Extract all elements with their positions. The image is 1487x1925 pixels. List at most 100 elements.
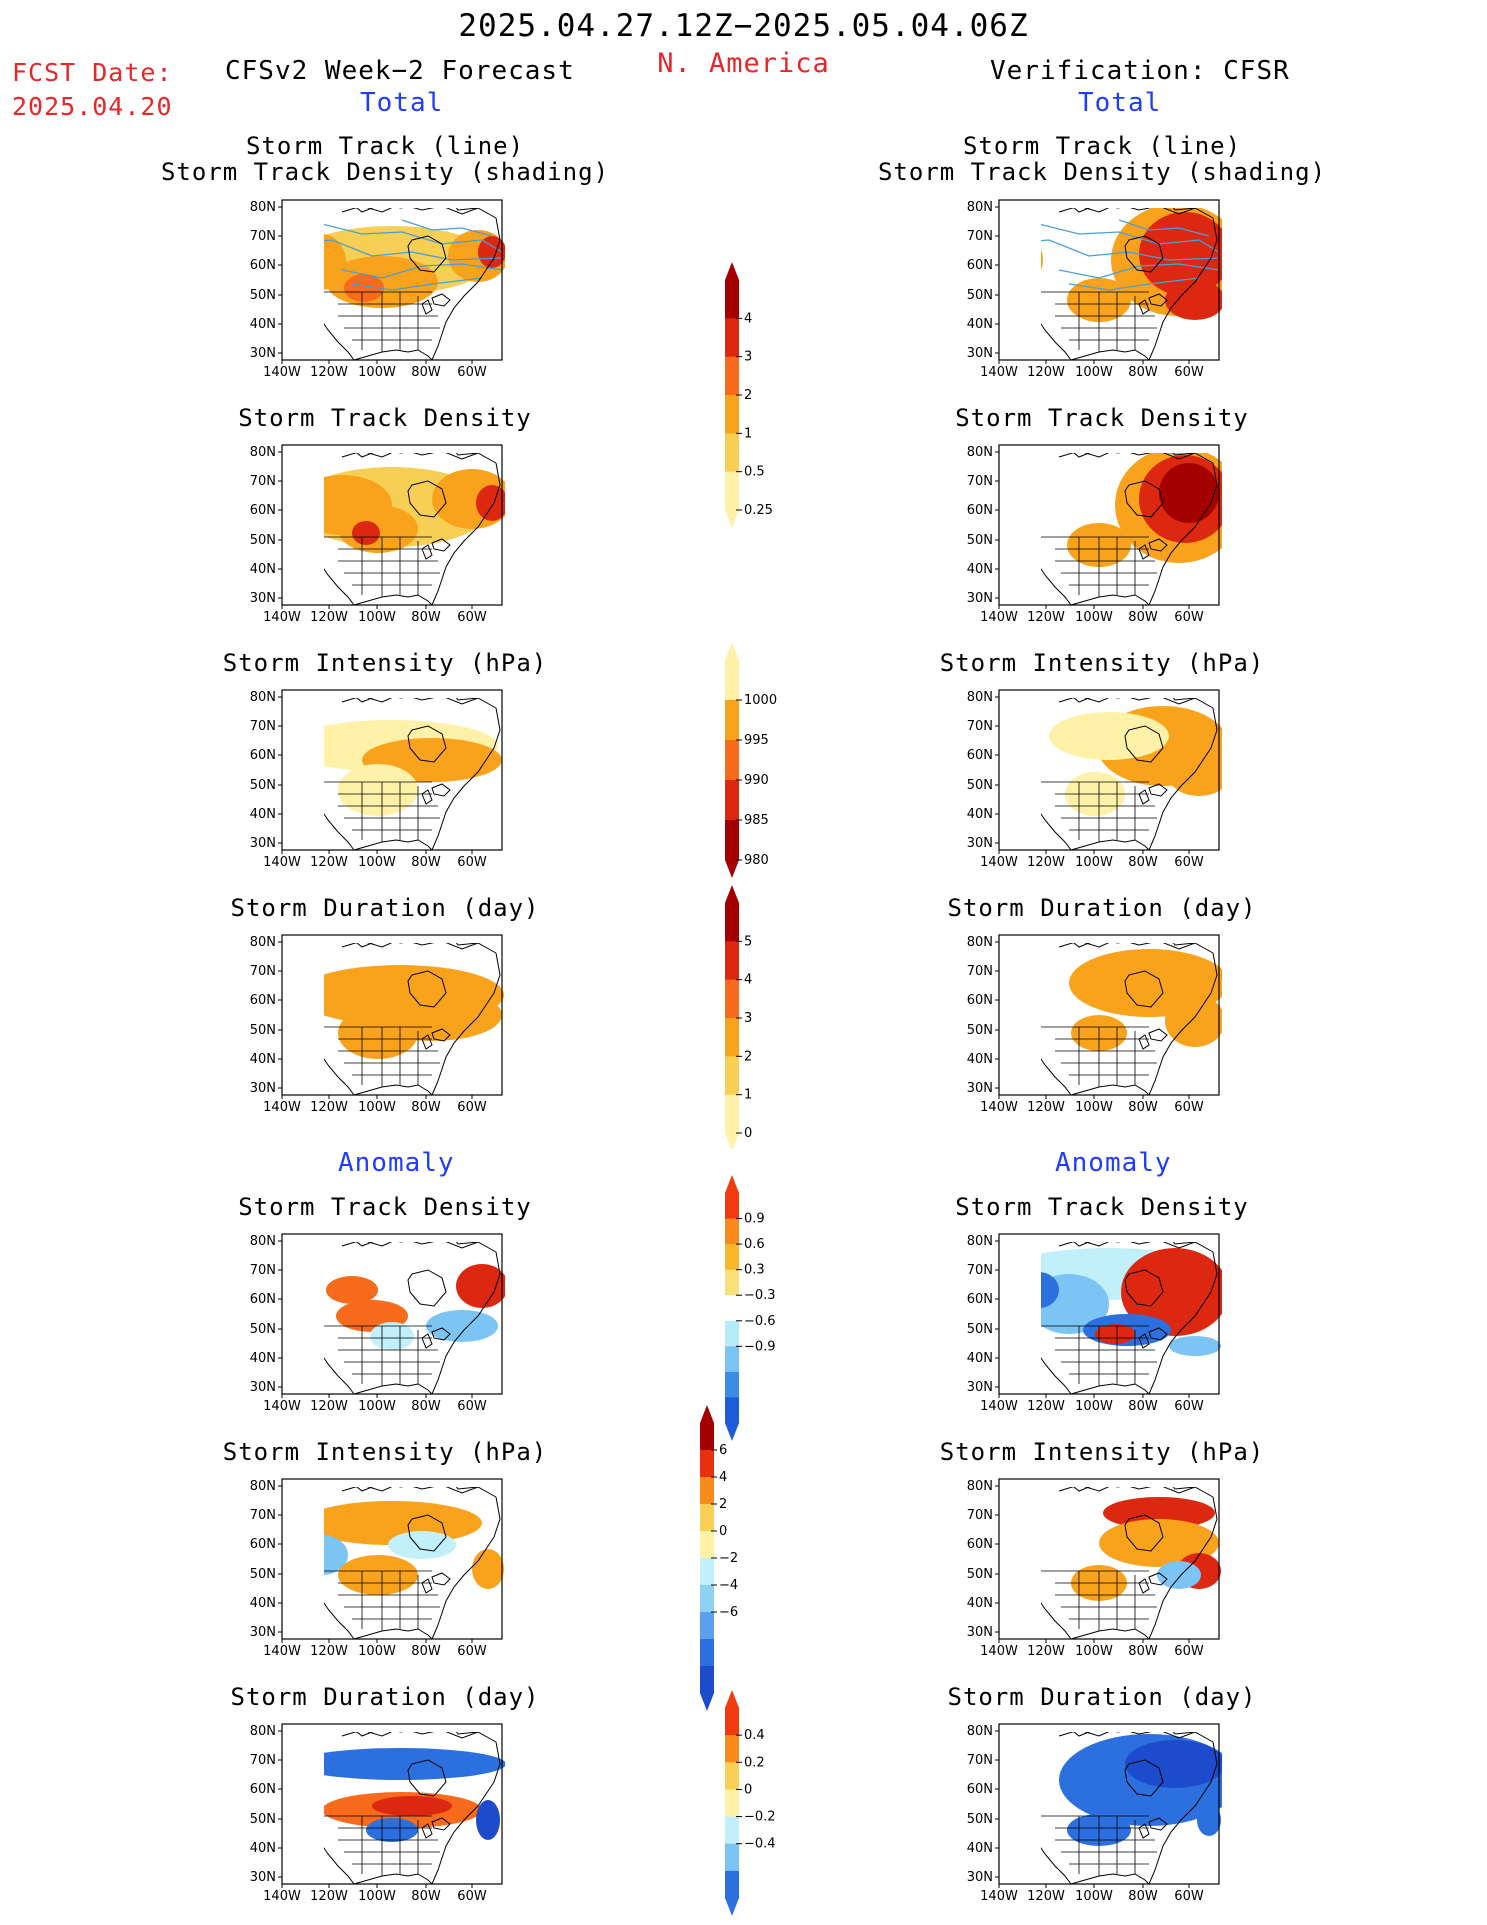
shading-area-4	[476, 1800, 500, 1840]
lat-tick-label: 60N	[967, 1292, 993, 1307]
coastline-7	[356, 453, 374, 458]
shading-area-2	[388, 1531, 456, 1559]
shading-area-2	[1041, 249, 1043, 271]
coastline-7	[356, 698, 374, 703]
lat-tick-label: 80N	[967, 200, 993, 215]
map-forecast-intensity-anomaly: 80N 70N 60N 50N 40N 30N 140W 120W 100W 80W 60W	[250, 1478, 504, 1659]
shading-area-4	[344, 274, 384, 302]
shading-area-1	[324, 1535, 348, 1575]
lat-tick-label: 30N	[967, 346, 993, 361]
map-frame	[281, 1723, 503, 1885]
panel-title-left-2: Storm Track Density	[238, 404, 532, 432]
lon-tick-label: 100W	[358, 1889, 396, 1904]
map-forecast-duration-anomaly: 80N 70N 60N 50N 40N 30N 140W 120W 100W 80W 60W	[250, 1723, 505, 1904]
coastline-0	[324, 568, 355, 606]
coastline-2	[407, 970, 447, 1008]
lon-tick-label: 120W	[1027, 1100, 1065, 1115]
colorbar-label: 0	[719, 1524, 727, 1539]
lat-tick-label: 70N	[967, 474, 993, 489]
lat-tick-label: 50N	[250, 1023, 276, 1038]
coastline-3	[1148, 952, 1218, 1096]
colorbar-label: 985	[744, 813, 769, 828]
map-shading	[324, 1242, 505, 1395]
map-forecast-intensity: 80N 70N 60N 50N 40N 30N 140W 120W 100W 80W 60W	[250, 689, 503, 870]
lat-tick-label: 40N	[967, 807, 993, 822]
colorbar-label: 4	[744, 311, 752, 326]
lon-tick-label: 140W	[263, 1889, 301, 1904]
lon-tick-label: 60W	[1174, 1644, 1204, 1659]
lat-tick-label: 30N	[250, 1380, 276, 1395]
map-forecast-density: 80N 70N 60N 50N 40N 30N 140W 120W 100W 80W 60W	[250, 444, 505, 625]
coastline-9	[455, 1732, 479, 1735]
shading-area-2	[1159, 463, 1219, 523]
coastline-1	[1058, 208, 1214, 219]
lon-tick-label: 100W	[1075, 1100, 1113, 1115]
lat-tick-label: 60N	[250, 1782, 276, 1797]
colorbar-label: 6	[719, 1443, 727, 1458]
coastline-6	[1070, 594, 1150, 606]
lat-tick-label: 40N	[967, 317, 993, 332]
coastline-9	[1172, 1242, 1196, 1245]
colorbar-duration-total: 5 4 3 2 1 0	[725, 885, 752, 1151]
colorbar-segment-7	[700, 1612, 714, 1640]
lon-tick-label: 80W	[1128, 365, 1158, 380]
lon-tick-label: 60W	[457, 1100, 487, 1115]
lat-tick-label: 40N	[250, 562, 276, 577]
shading-area-5	[476, 485, 505, 521]
coastline-8	[399, 208, 405, 209]
lon-tick-label: 60W	[457, 1399, 487, 1414]
lat-tick-label: 30N	[250, 1081, 276, 1096]
coastline-5	[421, 789, 433, 805]
coastline-0	[324, 1058, 355, 1096]
shading-area-2	[456, 1264, 505, 1308]
right-anomaly-label: Anomaly	[1055, 1148, 1172, 1178]
colorbar-segment-0	[725, 1708, 739, 1736]
coastline-5	[421, 299, 433, 315]
map-verification-intensity-anomaly: 80N 70N 60N 50N 40N 30N 140W 120W 100W 80W 60W	[967, 1478, 1221, 1659]
coastline-9	[1172, 943, 1196, 946]
colorbar-segment-1	[725, 700, 739, 741]
colorbar-bottom-arrow	[725, 1423, 739, 1441]
coastline-9	[455, 698, 479, 701]
lon-tick-label: 80W	[411, 1399, 441, 1414]
lat-tick-label: 80N	[967, 445, 993, 460]
lat-tick-label: 70N	[250, 474, 276, 489]
colorbar-segment-6	[725, 1346, 739, 1373]
lon-tick-label: 60W	[1174, 1100, 1204, 1115]
lat-tick-label: 60N	[250, 258, 276, 273]
shading-area-0	[324, 1748, 505, 1780]
coastline-5	[1138, 544, 1150, 560]
map-frame	[281, 1478, 503, 1640]
lon-tick-label: 100W	[358, 855, 396, 870]
lat-tick-label: 30N	[250, 591, 276, 606]
lat-tick-label: 50N	[250, 1322, 276, 1337]
map-verification-intensity: 80N 70N 60N 50N 40N 30N 140W 120W 100W 80W 60W	[967, 689, 1222, 870]
coastline-9	[1172, 1487, 1196, 1490]
coastline-1	[1058, 1242, 1214, 1253]
coastline-3	[1148, 1496, 1218, 1640]
lat-tick-label: 30N	[967, 591, 993, 606]
colorbar-label: −0.9	[744, 1339, 776, 1354]
coastline-0	[1041, 1847, 1072, 1885]
coastline-1	[341, 1487, 497, 1498]
coastline-5	[1138, 1823, 1150, 1839]
lat-tick-label: 40N	[967, 1052, 993, 1067]
coastline-2	[407, 1759, 447, 1797]
fcst-date-label: FCST Date:	[12, 58, 173, 87]
storm-track-line-3	[1068, 277, 1200, 291]
lon-tick-label: 60W	[1174, 365, 1204, 380]
coastline-2	[407, 1514, 447, 1552]
coastline-1	[341, 453, 497, 464]
right-column-heading: Verification: CFSR	[990, 56, 1290, 86]
shading-area-3	[1041, 1272, 1059, 1308]
coastline-0	[1041, 813, 1072, 851]
lon-tick-label: 120W	[1027, 1399, 1065, 1414]
lon-tick-label: 60W	[1174, 1889, 1204, 1904]
lon-tick-label: 80W	[411, 1100, 441, 1115]
lon-tick-label: 100W	[358, 1644, 396, 1659]
colorbar-label: 990	[744, 773, 769, 788]
map-frame	[281, 934, 503, 1096]
colorbar-top-arrow	[700, 1405, 714, 1423]
coastline-0	[1041, 1357, 1072, 1395]
map-shading	[1041, 943, 1222, 1096]
